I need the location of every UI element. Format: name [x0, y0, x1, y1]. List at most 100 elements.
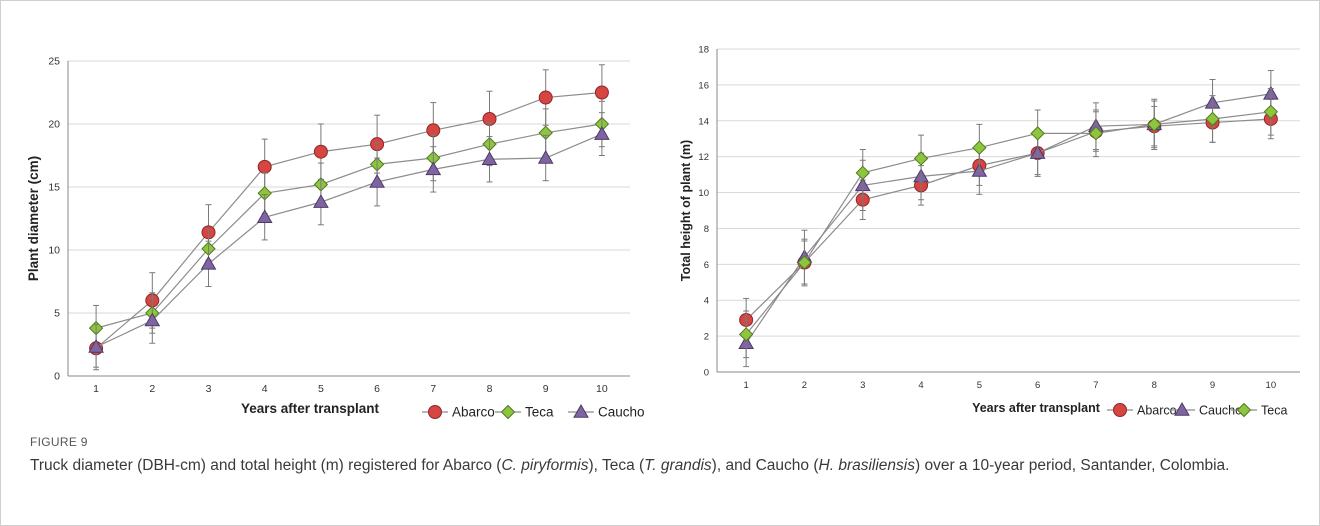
x-tick-label: 3 [206, 383, 212, 395]
y-tick-label: 20 [48, 119, 60, 131]
legend-item-teca: Teca [1231, 402, 1287, 418]
caption-text: ), and Caucho ( [711, 457, 819, 474]
x-tick-label: 9 [543, 383, 549, 395]
series-caucho [738, 70, 1279, 368]
y-tick-label: 16 [698, 80, 709, 91]
caption-text: Truck diameter (DBH-cm) and total height… [30, 457, 502, 474]
x-tick-label: 8 [1152, 380, 1157, 391]
y-tick-label: 4 [704, 296, 709, 307]
series-line-abarco [745, 118, 1271, 321]
x-tick-label: 7 [430, 383, 436, 395]
data-point-caucho [313, 194, 329, 208]
legend-label: Abarco [1137, 404, 1177, 418]
series-teca [738, 87, 1279, 359]
data-point-teca [855, 165, 870, 181]
x-tick-label: 4 [262, 383, 268, 395]
data-point-teca [738, 327, 754, 342]
data-point-caucho [425, 161, 442, 176]
x-tick-label: 1 [93, 383, 99, 395]
data-point-abarco [257, 159, 272, 174]
data-point-teca [913, 151, 929, 166]
x-axis-label: Years after transplant [972, 401, 1101, 415]
data-point-caucho [369, 173, 385, 188]
caption-species-caucho: H. brasiliensis [818, 457, 915, 474]
figure-label: FIGURE 9 [30, 435, 88, 449]
legend-marker-abarco [1113, 403, 1127, 417]
caption-species-teca: T. grandis [644, 457, 712, 474]
y-tick-label: 10 [48, 245, 60, 257]
data-point-caucho [594, 126, 610, 140]
y-tick-label: 0 [704, 368, 709, 379]
y-tick-label: 2 [704, 332, 709, 343]
x-tick-label: 5 [318, 383, 324, 395]
y-tick-label: 0 [54, 371, 60, 383]
data-point-teca [1263, 104, 1279, 120]
caption-species-abarco: C. piryformis [501, 457, 589, 474]
data-point-caucho [481, 151, 498, 166]
y-tick-label: 5 [54, 308, 60, 320]
legend-label: Caucho [598, 405, 645, 420]
x-tick-label: 3 [860, 380, 865, 391]
x-tick-label: 5 [977, 380, 982, 391]
caption-text: ) over a 10-year period, Santander, Colo… [915, 457, 1230, 474]
legend-item-caucho: Caucho [568, 403, 645, 420]
x-axis-label: Years after transplant [241, 401, 380, 416]
x-tick-label: 6 [1035, 380, 1040, 391]
legend-marker-caucho [573, 403, 589, 418]
legend-marker-teca [500, 404, 516, 420]
legend-item-abarco: Abarco [422, 405, 495, 420]
caption-text: ), Teca ( [588, 457, 645, 474]
legend-marker-abarco [428, 405, 442, 419]
series-abarco [739, 98, 1278, 342]
legend-item-caucho: Caucho [1169, 401, 1242, 418]
y-tick-label: 6 [704, 260, 709, 271]
x-tick-label: 9 [1210, 380, 1215, 391]
x-tick-label: 7 [1093, 380, 1098, 391]
x-tick-label: 2 [802, 380, 807, 391]
x-tick-label: 2 [149, 383, 155, 395]
figure-caption-text: Truck diameter (DBH-cm) and total height… [30, 455, 1290, 476]
data-point-teca [1147, 117, 1162, 132]
x-tick-label: 1 [744, 380, 749, 391]
data-point-teca [1030, 126, 1045, 141]
y-tick-label: 8 [704, 224, 709, 235]
data-point-abarco [313, 144, 328, 159]
legend-marker-caucho [1174, 401, 1190, 416]
legend-label: Teca [1261, 404, 1287, 418]
diameter-chart: 0 5 10 15 20 25 1 2 3 4 5 6 7 8 9 10 Years after transpl… [26, 56, 645, 420]
figure-caption: FIGURE 9 Truck diameter (DBH-cm) and tot… [30, 435, 1290, 476]
x-tick-label: 6 [374, 383, 380, 395]
y-tick-label: 25 [48, 56, 60, 68]
y-tick-label: 10 [698, 188, 709, 199]
x-tick-label: 4 [918, 380, 923, 391]
y-tick-label: 12 [698, 152, 709, 163]
legend-label: Caucho [1199, 404, 1242, 418]
y-axis-label: Total height of plant (m) [679, 140, 693, 281]
data-point-teca [972, 140, 987, 155]
series-caucho [88, 112, 610, 371]
series-line-abarco [95, 91, 602, 349]
y-tick-label: 18 [698, 45, 709, 56]
data-point-abarco [538, 90, 553, 105]
x-tick-label: 8 [487, 383, 493, 395]
data-point-teca [797, 255, 812, 270]
data-point-teca [1205, 111, 1220, 127]
data-point-abarco [594, 85, 609, 100]
y-tick-label: 14 [698, 116, 709, 127]
series-line-caucho [745, 93, 1271, 344]
data-point-caucho [200, 255, 217, 270]
data-point-caucho [256, 209, 273, 223]
legend-label: Abarco [452, 405, 495, 420]
data-point-caucho [88, 339, 104, 353]
x-tick-label: 10 [596, 383, 608, 395]
data-point-caucho [537, 150, 554, 164]
y-axis-label: Plant diameter (cm) [26, 156, 41, 281]
series-line-teca [95, 123, 602, 329]
legend-marker-teca [1236, 402, 1252, 418]
series-line-caucho [95, 133, 603, 348]
series-abarco [89, 64, 609, 368]
data-point-caucho [144, 312, 161, 327]
data-point-teca [1088, 126, 1104, 141]
x-tick-label: 10 [1266, 380, 1277, 391]
